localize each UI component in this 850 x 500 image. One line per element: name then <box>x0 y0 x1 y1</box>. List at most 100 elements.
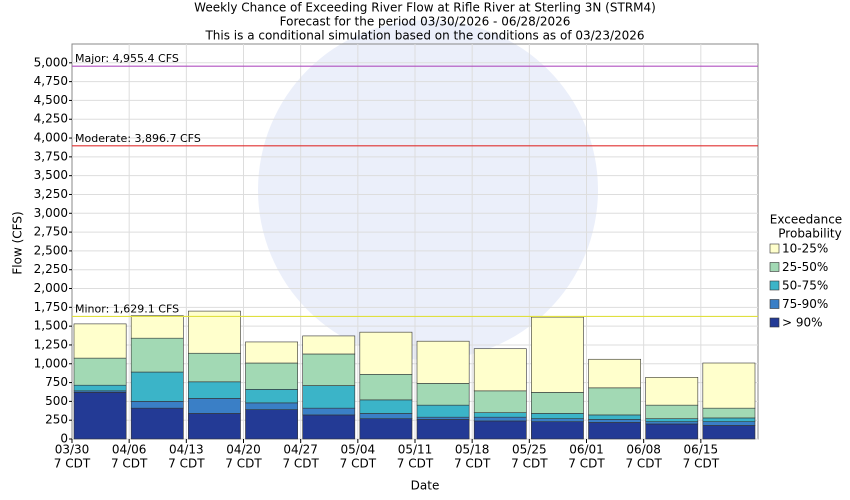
chart-title: Forecast for the period 03/30/2026 - 06/… <box>280 15 571 29</box>
y-tick-label: 1,250 <box>34 337 68 351</box>
bar-segment <box>416 404 470 418</box>
bar-segment <box>645 404 699 419</box>
legend-swatch <box>769 280 780 291</box>
y-tick-label: 2,500 <box>34 243 68 257</box>
x-tick-label: 04/27 <box>283 443 318 457</box>
bar-segment <box>73 392 127 440</box>
x-tick-label: 06/08 <box>626 443 661 457</box>
bar-segment <box>588 422 641 440</box>
bar-segment <box>645 421 699 425</box>
threshold-label: Moderate: 3,896.7 CFS <box>75 132 201 145</box>
legend-title: Exceedance <box>770 213 842 227</box>
bar-segment <box>531 413 584 419</box>
bar-segment <box>588 358 641 389</box>
y-tick-label: 5,000 <box>34 55 68 69</box>
x-tick-label: 06/01 <box>569 443 604 457</box>
y-tick-label: 4,500 <box>34 93 68 107</box>
bar-segment <box>702 362 756 409</box>
x-tick-sublabel: 7 CDT <box>111 457 148 471</box>
x-tick-sublabel: 7 CDT <box>625 457 662 471</box>
legend-label: > 90% <box>782 316 823 330</box>
legend-swatch <box>769 299 780 309</box>
x-tick-label: 05/11 <box>398 443 433 457</box>
bar-segment <box>302 353 356 386</box>
x-tick-sublabel: 7 CDT <box>54 457 91 471</box>
y-tick-label: 0 <box>60 432 68 446</box>
x-tick-sublabel: 7 CDT <box>683 457 720 471</box>
bar-segment <box>245 362 298 390</box>
x-tick-label: 04/13 <box>169 443 204 457</box>
chart-title: Weekly Chance of Exceeding River Flow at… <box>194 1 656 15</box>
bar-segment <box>473 348 527 392</box>
bar-segment <box>302 407 356 416</box>
bar-segment <box>473 420 527 440</box>
y-tick-label: 4,250 <box>34 112 68 126</box>
bar-segment <box>645 377 699 406</box>
x-tick-sublabel: 7 CDT <box>282 457 319 471</box>
bar-segment <box>702 421 756 426</box>
y-tick-label: 2,000 <box>34 281 68 295</box>
x-tick-label: 05/25 <box>512 443 547 457</box>
bar-segment <box>359 418 413 440</box>
bar-segment <box>188 413 241 440</box>
x-tick-sublabel: 7 CDT <box>168 457 205 471</box>
legend-swatch <box>769 317 780 328</box>
x-tick-sublabel: 7 CDT <box>225 457 262 471</box>
chart-title: This is a conditional simulation based o… <box>204 29 644 43</box>
bar-segment <box>302 335 356 355</box>
x-tick-sublabel: 7 CDT <box>397 457 434 471</box>
watermark <box>258 20 598 360</box>
bar-segment <box>702 417 756 422</box>
y-tick-label: 3,750 <box>34 149 68 163</box>
y-tick-label: 500 <box>45 394 68 408</box>
bar-segment <box>416 419 470 440</box>
bar-segment <box>73 323 127 359</box>
legend-swatch <box>769 243 780 254</box>
bar-segment <box>473 412 527 418</box>
bar-segment <box>473 390 527 413</box>
bar-segment <box>645 418 699 422</box>
x-tick-label: 03/30 <box>55 443 90 457</box>
y-tick-label: 3,500 <box>34 168 68 182</box>
bar-segment <box>130 371 184 402</box>
bar-segment <box>73 384 127 392</box>
y-tick-label: 4,750 <box>34 74 68 88</box>
bar-segment <box>245 409 298 440</box>
bar-segment <box>73 357 127 386</box>
x-tick-label: 04/20 <box>226 443 261 457</box>
bar-segment <box>245 389 298 404</box>
bar-segment <box>531 418 584 422</box>
legend-label: 25-50% <box>782 260 828 274</box>
bar-segment <box>130 401 184 409</box>
y-tick-label: 2,250 <box>34 262 68 276</box>
bar-segment <box>588 414 641 420</box>
y-tick-label: 1,500 <box>34 319 68 333</box>
bar-segment <box>359 331 413 375</box>
x-tick-sublabel: 7 CDT <box>454 457 491 471</box>
y-tick-label: 1,750 <box>34 300 68 314</box>
y-tick-label: 750 <box>45 375 68 389</box>
legend-label: 75-90% <box>782 297 828 311</box>
bar-segment <box>416 383 470 406</box>
y-tick-label: 3,000 <box>34 206 68 220</box>
x-tick-sublabel: 7 CDT <box>568 457 605 471</box>
bar-segment <box>245 341 298 364</box>
bar-segment <box>188 352 241 383</box>
bar-segment <box>645 423 699 440</box>
bar-segment <box>130 337 184 373</box>
bar-segment <box>188 398 241 414</box>
bar-segment <box>588 419 641 423</box>
y-tick-label: 1,000 <box>34 356 68 370</box>
bar-segment <box>245 402 298 410</box>
legend-title: Probability <box>778 227 841 241</box>
x-tick-label: 05/18 <box>455 443 490 457</box>
y-tick-label: 250 <box>45 413 68 427</box>
bar-segment <box>302 414 356 440</box>
legend-swatch <box>769 262 780 272</box>
bar-segment <box>359 399 413 414</box>
bar-segment <box>531 421 584 440</box>
bar-segment <box>359 413 413 419</box>
bar-segment <box>416 340 470 384</box>
bar-segment <box>130 407 184 440</box>
